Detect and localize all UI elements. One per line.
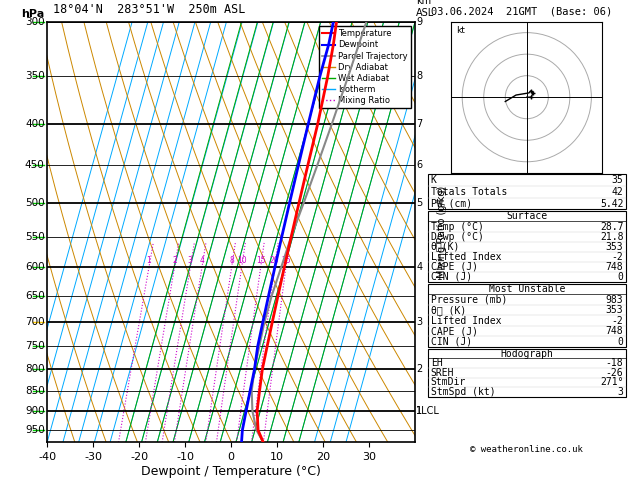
Text: 600: 600 bbox=[25, 262, 45, 272]
Text: 750: 750 bbox=[25, 342, 45, 351]
Text: Totals Totals: Totals Totals bbox=[431, 187, 507, 197]
Text: 1: 1 bbox=[416, 406, 423, 416]
Text: -2: -2 bbox=[611, 252, 623, 262]
Text: 3: 3 bbox=[416, 317, 423, 327]
Text: 10: 10 bbox=[237, 256, 247, 265]
Text: Surface: Surface bbox=[506, 211, 547, 222]
Text: Lifted Index: Lifted Index bbox=[431, 316, 501, 326]
Text: K: K bbox=[431, 175, 437, 185]
Text: Pressure (mb): Pressure (mb) bbox=[431, 295, 507, 305]
Text: 18°04'N  283°51'W  250m ASL: 18°04'N 283°51'W 250m ASL bbox=[53, 3, 246, 16]
Text: 35: 35 bbox=[611, 175, 623, 185]
Text: 42: 42 bbox=[611, 187, 623, 197]
Text: Lifted Index: Lifted Index bbox=[431, 252, 501, 262]
Text: 25: 25 bbox=[281, 256, 291, 265]
Text: km
ASL: km ASL bbox=[416, 0, 435, 18]
Text: 983: 983 bbox=[606, 295, 623, 305]
Text: 353: 353 bbox=[606, 305, 623, 315]
Text: 6: 6 bbox=[416, 160, 423, 171]
Text: θᴇ(K): θᴇ(K) bbox=[431, 242, 460, 252]
Text: -26: -26 bbox=[606, 368, 623, 378]
Text: PW (cm): PW (cm) bbox=[431, 199, 472, 208]
Text: Temp (°C): Temp (°C) bbox=[431, 222, 484, 231]
X-axis label: Dewpoint / Temperature (°C): Dewpoint / Temperature (°C) bbox=[142, 465, 321, 478]
Legend: Temperature, Dewpoint, Parcel Trajectory, Dry Adiabat, Wet Adiabat, Isotherm, Mi: Temperature, Dewpoint, Parcel Trajectory… bbox=[319, 26, 411, 108]
Text: 550: 550 bbox=[25, 231, 45, 242]
Text: 1: 1 bbox=[147, 256, 152, 265]
Text: © weatheronline.co.uk: © weatheronline.co.uk bbox=[470, 445, 583, 454]
Text: 3: 3 bbox=[188, 256, 192, 265]
Text: 500: 500 bbox=[25, 198, 45, 208]
Text: θᴇ (K): θᴇ (K) bbox=[431, 305, 466, 315]
Text: 650: 650 bbox=[25, 291, 45, 301]
Text: CAPE (J): CAPE (J) bbox=[431, 262, 478, 272]
Text: 21.8: 21.8 bbox=[600, 231, 623, 242]
Text: 350: 350 bbox=[25, 71, 45, 82]
Text: 271°: 271° bbox=[600, 377, 623, 387]
Text: 5.42: 5.42 bbox=[600, 199, 623, 208]
Text: hPa: hPa bbox=[21, 9, 44, 19]
Text: 9: 9 bbox=[416, 17, 423, 27]
Text: 7: 7 bbox=[416, 119, 423, 129]
Text: 2: 2 bbox=[172, 256, 177, 265]
Text: 28.7: 28.7 bbox=[600, 222, 623, 231]
Text: Hodograph: Hodograph bbox=[500, 349, 554, 359]
Text: 400: 400 bbox=[25, 119, 45, 129]
Text: 5: 5 bbox=[416, 198, 423, 208]
Text: 1LCL: 1LCL bbox=[416, 406, 440, 416]
Text: CAPE (J): CAPE (J) bbox=[431, 326, 478, 336]
Text: 900: 900 bbox=[25, 406, 45, 416]
Text: 353: 353 bbox=[606, 242, 623, 252]
Text: 4: 4 bbox=[416, 262, 423, 272]
Text: 0: 0 bbox=[618, 272, 623, 282]
Text: Dewp (°C): Dewp (°C) bbox=[431, 231, 484, 242]
Text: StmDir: StmDir bbox=[431, 377, 466, 387]
Text: 748: 748 bbox=[606, 262, 623, 272]
Text: 20: 20 bbox=[270, 256, 279, 265]
Text: -18: -18 bbox=[606, 358, 623, 368]
Text: 8: 8 bbox=[416, 71, 423, 82]
Text: 15: 15 bbox=[256, 256, 265, 265]
Text: 300: 300 bbox=[25, 17, 45, 27]
Text: SREH: SREH bbox=[431, 368, 454, 378]
Text: 748: 748 bbox=[606, 326, 623, 336]
Text: 4: 4 bbox=[199, 256, 204, 265]
Text: CIN (J): CIN (J) bbox=[431, 272, 472, 282]
Text: EH: EH bbox=[431, 358, 443, 368]
Text: 03.06.2024  21GMT  (Base: 06): 03.06.2024 21GMT (Base: 06) bbox=[431, 6, 612, 16]
Text: 800: 800 bbox=[25, 364, 45, 374]
Text: 450: 450 bbox=[25, 160, 45, 171]
Text: -2: -2 bbox=[611, 316, 623, 326]
Text: 2: 2 bbox=[416, 364, 423, 374]
Text: 3: 3 bbox=[618, 387, 623, 397]
Text: StmSpd (kt): StmSpd (kt) bbox=[431, 387, 496, 397]
Text: Mixing Ratio (g/kg): Mixing Ratio (g/kg) bbox=[437, 186, 447, 278]
Text: kt: kt bbox=[456, 26, 465, 35]
Text: 0: 0 bbox=[618, 337, 623, 347]
Text: 850: 850 bbox=[25, 386, 45, 396]
Text: Most Unstable: Most Unstable bbox=[489, 284, 565, 294]
Text: 700: 700 bbox=[25, 317, 45, 327]
Text: 950: 950 bbox=[25, 425, 45, 435]
Text: 8: 8 bbox=[229, 256, 234, 265]
Text: CIN (J): CIN (J) bbox=[431, 337, 472, 347]
